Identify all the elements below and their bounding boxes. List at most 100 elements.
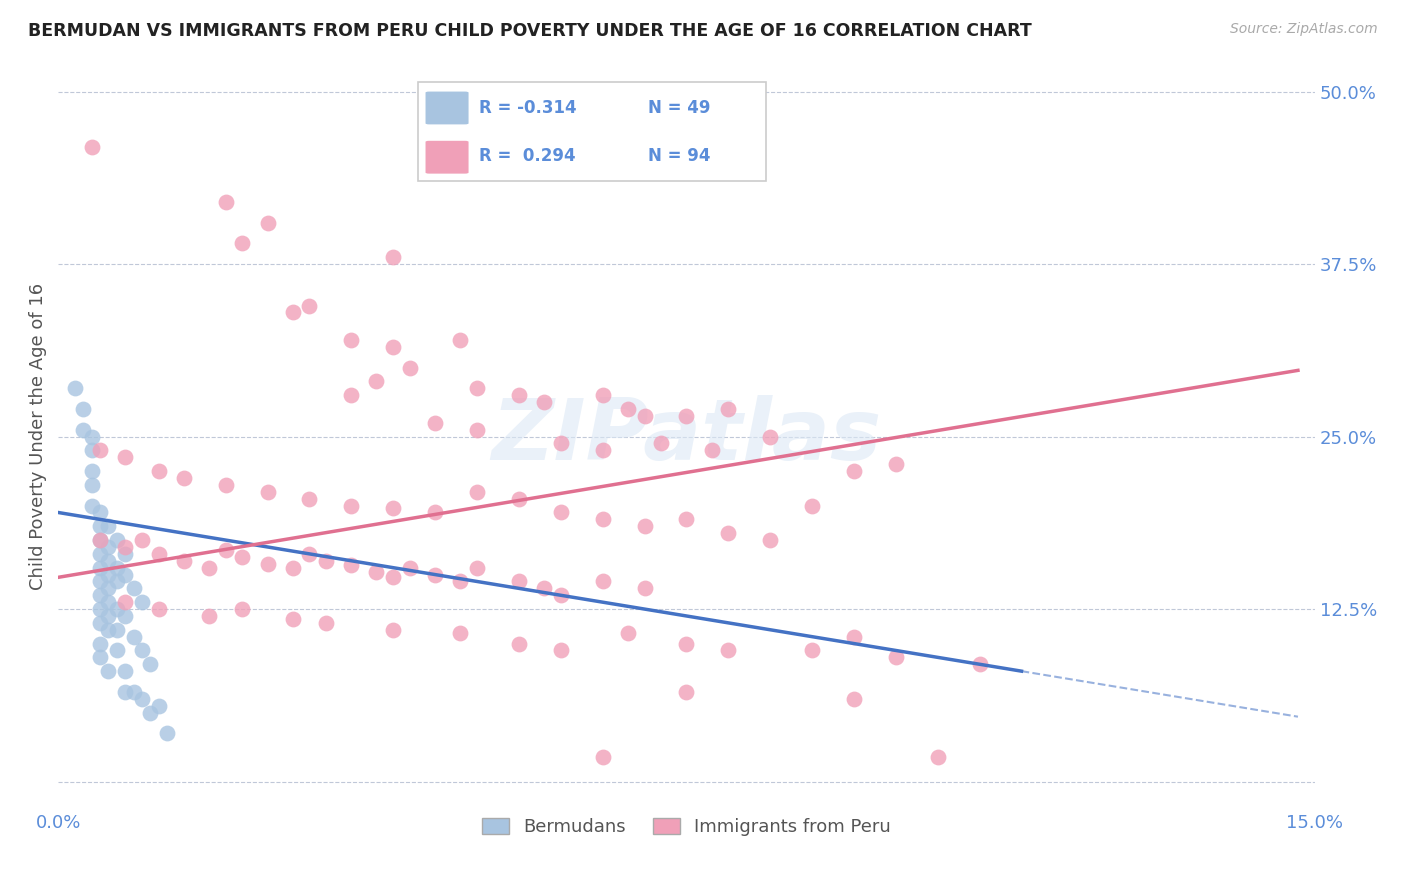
Point	[675, 409, 697, 423]
Point	[122, 630, 145, 644]
Point	[215, 478, 238, 492]
Point	[533, 582, 555, 596]
Point	[759, 533, 782, 547]
Point	[842, 630, 865, 644]
Text: R =  0.294: R = 0.294	[479, 146, 576, 165]
FancyBboxPatch shape	[426, 141, 468, 174]
Point	[281, 560, 304, 574]
Point	[114, 450, 136, 465]
Point	[550, 436, 572, 450]
Point	[592, 574, 614, 589]
Point	[550, 643, 572, 657]
Point	[449, 333, 471, 347]
Point	[256, 484, 278, 499]
Point	[449, 574, 471, 589]
Point	[89, 547, 111, 561]
Point	[105, 533, 128, 547]
Point	[114, 685, 136, 699]
Point	[423, 506, 446, 520]
Text: N = 94: N = 94	[648, 146, 710, 165]
Text: N = 49: N = 49	[648, 100, 710, 118]
Point	[550, 506, 572, 520]
Point	[281, 305, 304, 319]
Point	[89, 602, 111, 616]
Point	[633, 582, 655, 596]
Point	[592, 512, 614, 526]
Point	[97, 609, 120, 624]
Point	[89, 506, 111, 520]
Point	[72, 402, 94, 417]
Point	[423, 567, 446, 582]
Point	[842, 691, 865, 706]
Point	[156, 726, 179, 740]
Point	[592, 749, 614, 764]
Point	[382, 340, 405, 354]
Point	[315, 615, 337, 630]
Point	[340, 333, 363, 347]
Point	[675, 636, 697, 650]
Point	[80, 464, 103, 478]
Point	[717, 643, 740, 657]
Point	[465, 484, 488, 499]
Point	[298, 491, 321, 506]
Point	[114, 595, 136, 609]
Point	[969, 657, 991, 672]
Point	[148, 602, 170, 616]
Point	[700, 443, 723, 458]
Point	[508, 491, 530, 506]
Point	[89, 650, 111, 665]
Point	[617, 625, 640, 640]
Point	[592, 388, 614, 402]
Point	[148, 698, 170, 713]
Point	[382, 501, 405, 516]
Point	[399, 360, 422, 375]
Point	[97, 664, 120, 678]
Point	[533, 395, 555, 409]
Point	[759, 429, 782, 443]
Text: R = -0.314: R = -0.314	[479, 100, 576, 118]
Point	[89, 533, 111, 547]
Point	[717, 402, 740, 417]
Point	[89, 560, 111, 574]
Point	[215, 194, 238, 209]
Point	[89, 574, 111, 589]
Point	[382, 623, 405, 637]
Point	[508, 636, 530, 650]
Point	[139, 657, 162, 672]
FancyBboxPatch shape	[426, 92, 468, 124]
Point	[89, 533, 111, 547]
Point	[122, 685, 145, 699]
Point	[256, 216, 278, 230]
Point	[122, 582, 145, 596]
Point	[465, 423, 488, 437]
Point	[340, 388, 363, 402]
Point	[366, 375, 388, 389]
Point	[97, 595, 120, 609]
FancyBboxPatch shape	[419, 82, 766, 181]
Point	[89, 615, 111, 630]
Point	[114, 567, 136, 582]
Point	[97, 519, 120, 533]
Point	[114, 609, 136, 624]
Point	[650, 436, 672, 450]
Point	[675, 512, 697, 526]
Point	[148, 464, 170, 478]
Point	[675, 685, 697, 699]
Point	[340, 558, 363, 572]
Text: ZIPatlas: ZIPatlas	[491, 395, 882, 478]
Point	[131, 691, 153, 706]
Point	[382, 570, 405, 584]
Point	[97, 623, 120, 637]
Point	[399, 560, 422, 574]
Text: BERMUDAN VS IMMIGRANTS FROM PERU CHILD POVERTY UNDER THE AGE OF 16 CORRELATION C: BERMUDAN VS IMMIGRANTS FROM PERU CHILD P…	[28, 22, 1032, 40]
Point	[114, 540, 136, 554]
Point	[550, 588, 572, 602]
Point	[508, 574, 530, 589]
Point	[198, 609, 221, 624]
Point	[97, 540, 120, 554]
Point	[281, 612, 304, 626]
Point	[80, 140, 103, 154]
Point	[465, 560, 488, 574]
Point	[131, 595, 153, 609]
Point	[298, 299, 321, 313]
